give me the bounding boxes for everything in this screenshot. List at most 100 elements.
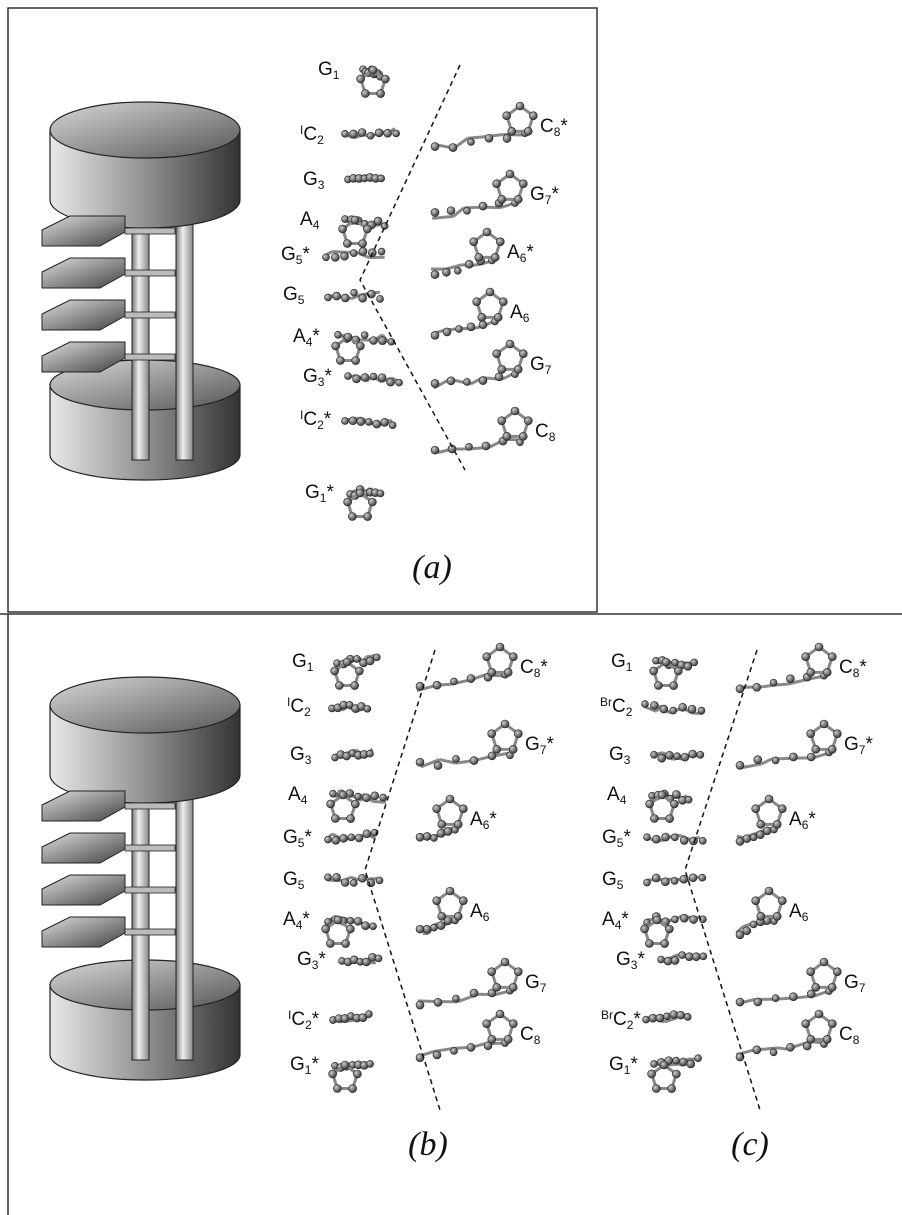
atom <box>464 207 471 214</box>
atom <box>331 815 339 823</box>
cylinder-top <box>50 677 240 733</box>
atom <box>765 795 773 803</box>
atom <box>350 879 357 886</box>
cylinder-top <box>50 102 240 158</box>
atom <box>778 805 786 813</box>
atom <box>645 940 653 948</box>
atom <box>346 925 354 933</box>
label-base: A <box>293 326 306 347</box>
plate-link <box>125 312 175 318</box>
atom <box>665 925 673 933</box>
atom <box>752 805 760 813</box>
atom <box>351 289 358 296</box>
atom <box>496 643 504 651</box>
label-base: G <box>844 972 859 993</box>
atom <box>650 701 658 709</box>
atom <box>381 75 389 83</box>
atom <box>812 983 820 991</box>
label-star: * <box>540 657 548 678</box>
atom <box>644 879 651 886</box>
atom <box>368 498 376 506</box>
atom <box>488 730 496 738</box>
atom <box>381 418 389 426</box>
label-sub: 6 <box>483 910 490 924</box>
atom <box>342 417 349 424</box>
atom <box>511 407 519 415</box>
atom <box>434 998 442 1006</box>
atom <box>454 912 462 920</box>
atom <box>671 956 679 964</box>
atom <box>330 790 337 797</box>
atom <box>661 940 669 948</box>
atom <box>641 925 649 933</box>
atom <box>384 129 392 137</box>
atom <box>665 751 673 759</box>
base-plate <box>42 216 125 246</box>
residue-label: G7 <box>530 354 552 377</box>
atom <box>670 682 678 690</box>
label-base: G <box>283 869 298 890</box>
label-base: G <box>530 354 545 375</box>
residue-label: G5 <box>283 284 305 307</box>
atom <box>351 682 359 690</box>
atom <box>431 271 439 279</box>
atom <box>479 202 487 210</box>
atom <box>524 417 532 425</box>
atom <box>802 653 810 661</box>
atom <box>689 750 697 758</box>
atom <box>671 834 678 841</box>
label-base: C <box>839 657 853 678</box>
atom <box>656 1014 664 1022</box>
atom <box>363 225 371 233</box>
residue-label: G3* <box>616 949 645 972</box>
atom <box>652 874 660 882</box>
label-star: * <box>623 827 631 848</box>
plate-link <box>125 354 175 360</box>
atom <box>772 757 779 764</box>
residue-label: A6* <box>789 809 816 832</box>
atom <box>498 365 506 373</box>
atom <box>650 815 658 823</box>
atom <box>501 720 509 728</box>
atom <box>688 705 696 713</box>
plate-link <box>125 929 175 935</box>
plate-link <box>125 887 175 893</box>
label-base: C <box>535 421 549 442</box>
bond <box>777 1048 786 1049</box>
label-prefix: Br <box>600 695 612 709</box>
atom <box>699 874 706 881</box>
atom <box>348 834 355 841</box>
label-sub: 8 <box>853 1033 860 1047</box>
atom <box>359 247 367 255</box>
bond <box>761 759 771 764</box>
label-star: * <box>633 1009 641 1030</box>
label-star: * <box>526 242 534 263</box>
atom <box>687 1060 695 1068</box>
residue-label: G5* <box>281 244 310 267</box>
label-star: * <box>560 116 568 137</box>
label-base: G <box>290 744 305 765</box>
atom <box>697 751 704 758</box>
residue-label: C8* <box>540 116 568 139</box>
atom <box>344 333 352 341</box>
atom <box>670 707 677 714</box>
atom <box>367 750 374 757</box>
atom <box>673 1057 680 1064</box>
atom <box>456 325 463 332</box>
base-plate <box>42 917 125 947</box>
atom <box>506 170 514 178</box>
base-plate <box>42 258 125 288</box>
atom <box>504 1035 512 1043</box>
atom <box>380 794 387 801</box>
atom <box>365 418 372 425</box>
label-base: A <box>789 809 802 830</box>
atom <box>367 1060 374 1067</box>
atom <box>378 175 385 182</box>
atom <box>662 658 670 666</box>
artwork <box>42 65 841 1110</box>
label-base: G <box>303 366 318 387</box>
atom <box>736 761 744 769</box>
atom <box>529 112 537 120</box>
residue-label: G1* <box>609 1054 638 1077</box>
residue-label: G3 <box>609 744 631 767</box>
